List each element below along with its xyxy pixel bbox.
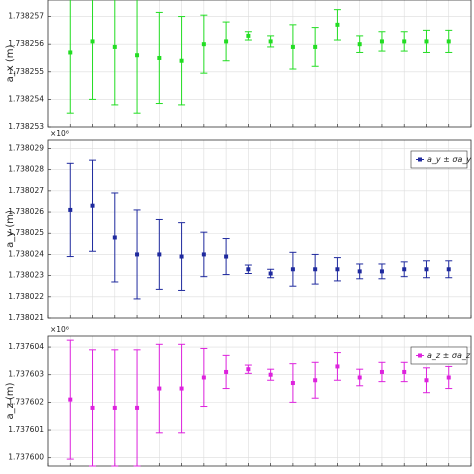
y-tick-label: 1.738023 bbox=[8, 271, 44, 280]
plot-area bbox=[48, 0, 471, 127]
y-tick-label: 1.738025 bbox=[8, 228, 44, 237]
marker bbox=[112, 235, 117, 240]
y-tick-label: 1.738024 bbox=[8, 249, 44, 258]
marker bbox=[379, 269, 384, 274]
marker bbox=[90, 203, 95, 208]
marker bbox=[246, 33, 251, 38]
marker bbox=[335, 267, 340, 272]
axis-multiplier: ×10⁶ bbox=[50, 325, 69, 334]
plot-area bbox=[48, 336, 471, 466]
marker bbox=[157, 386, 162, 391]
marker bbox=[424, 378, 429, 383]
marker bbox=[290, 267, 295, 272]
y-tick-label: 1.738029 bbox=[8, 143, 44, 152]
marker bbox=[313, 378, 318, 383]
marker bbox=[179, 254, 184, 259]
axes-box bbox=[47, 0, 472, 128]
marker bbox=[446, 267, 451, 272]
marker bbox=[268, 271, 273, 276]
marker bbox=[224, 39, 229, 44]
marker bbox=[335, 364, 340, 369]
marker bbox=[112, 44, 117, 49]
marker bbox=[424, 39, 429, 44]
y-tick-label: 1.737604 bbox=[8, 342, 44, 351]
y-tick-label: 1.737603 bbox=[8, 370, 44, 379]
marker bbox=[357, 269, 362, 274]
marker bbox=[224, 369, 229, 374]
axis-multiplier: ×10⁶ bbox=[50, 129, 69, 138]
y-tick-label: 1.738022 bbox=[8, 292, 44, 301]
y-tick-label: 1.737601 bbox=[8, 425, 44, 434]
y-tick-label: 1.737602 bbox=[8, 397, 44, 406]
plot-area bbox=[48, 140, 471, 318]
marker bbox=[424, 267, 429, 272]
marker bbox=[68, 207, 73, 212]
marker bbox=[246, 367, 251, 372]
marker bbox=[157, 55, 162, 60]
marker bbox=[402, 267, 407, 272]
marker bbox=[135, 252, 140, 257]
y-tick-label: 1.738255 bbox=[8, 67, 44, 76]
marker bbox=[268, 372, 273, 377]
legend-label: a_y ± σa_y bbox=[427, 155, 471, 164]
y-axis-label: a_z (m) bbox=[5, 382, 16, 419]
y-tick-label: 1.738257 bbox=[8, 12, 44, 21]
marker bbox=[446, 375, 451, 380]
marker bbox=[379, 39, 384, 44]
marker bbox=[201, 375, 206, 380]
marker bbox=[446, 39, 451, 44]
legend-marker bbox=[418, 157, 422, 162]
legend-label: a_z ± σa_z bbox=[427, 351, 471, 360]
marker bbox=[290, 381, 295, 386]
marker bbox=[313, 44, 318, 49]
marker bbox=[290, 44, 295, 49]
y-tick-label: 1.738254 bbox=[8, 94, 44, 103]
legend-box bbox=[410, 150, 468, 169]
marker bbox=[357, 42, 362, 47]
y-tick-label: 1.738027 bbox=[8, 186, 44, 195]
marker bbox=[201, 42, 206, 47]
marker bbox=[246, 267, 251, 272]
marker bbox=[379, 369, 384, 374]
marker bbox=[402, 369, 407, 374]
axes-box bbox=[47, 335, 472, 467]
marker bbox=[224, 254, 229, 259]
marker bbox=[402, 39, 407, 44]
marker bbox=[135, 53, 140, 58]
marker bbox=[90, 405, 95, 410]
y-tick-label: 1.738256 bbox=[8, 39, 44, 48]
marker bbox=[90, 39, 95, 44]
marker bbox=[313, 267, 318, 272]
y-axis-label: a_x (m) bbox=[5, 45, 16, 83]
marker bbox=[268, 39, 273, 44]
marker bbox=[68, 397, 73, 402]
y-tick-label: 1.738026 bbox=[8, 207, 44, 216]
axes-box bbox=[47, 139, 472, 319]
legend-box bbox=[410, 346, 468, 365]
marker bbox=[179, 386, 184, 391]
marker bbox=[179, 58, 184, 63]
y-tick-label: 1.737600 bbox=[8, 453, 44, 462]
y-tick-label: 1.738028 bbox=[8, 165, 44, 174]
marker bbox=[357, 375, 362, 380]
marker bbox=[157, 252, 162, 257]
y-tick-label: 1.738021 bbox=[8, 313, 44, 322]
legend-marker bbox=[418, 353, 422, 358]
y-tick-label: 1.738253 bbox=[8, 122, 44, 131]
y-axis-label: a_y (m) bbox=[5, 210, 16, 248]
marker bbox=[135, 405, 140, 410]
marker bbox=[112, 405, 117, 410]
marker bbox=[201, 252, 206, 257]
marker bbox=[335, 22, 340, 27]
marker bbox=[68, 50, 73, 55]
